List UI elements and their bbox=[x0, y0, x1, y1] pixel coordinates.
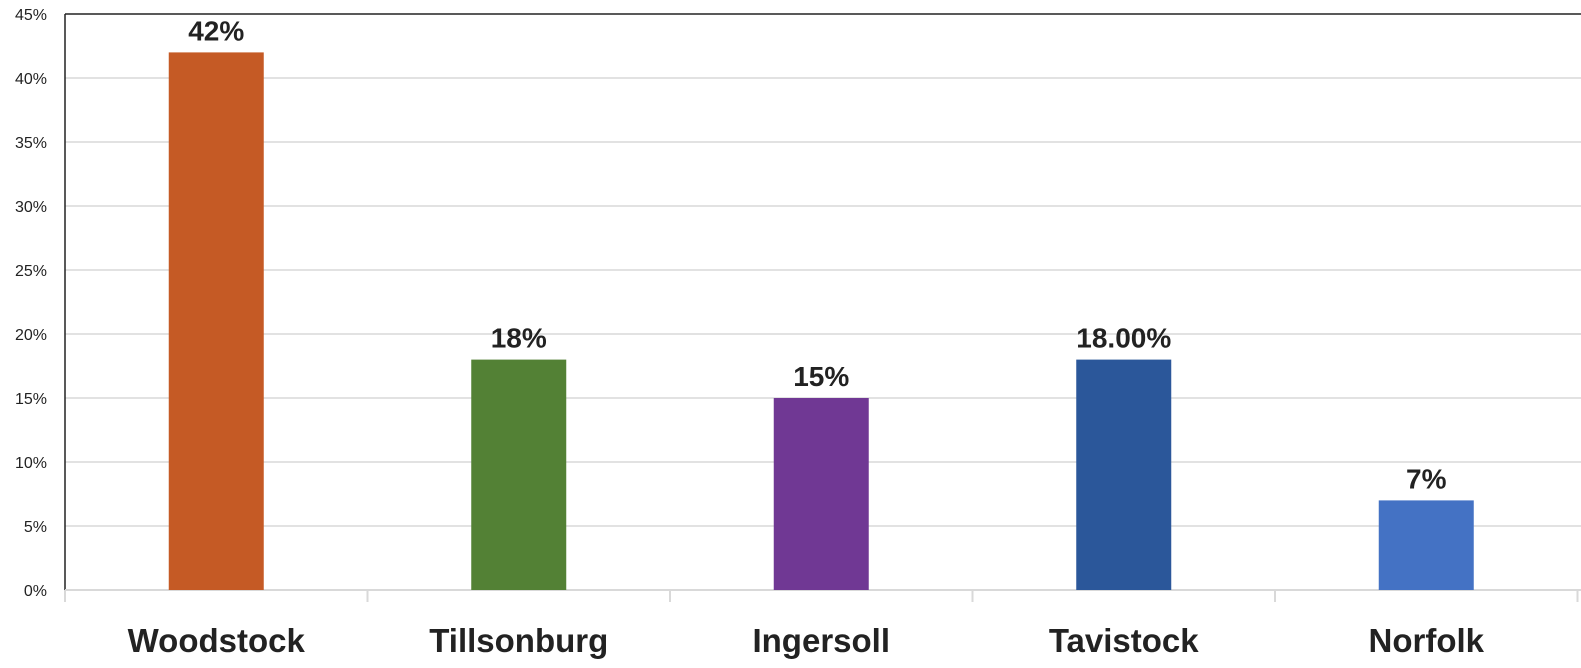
data-label: 42% bbox=[188, 15, 244, 46]
y-tick-label: 25% bbox=[15, 263, 47, 280]
y-tick-label: 45% bbox=[15, 7, 47, 24]
y-tick-label: 40% bbox=[15, 71, 47, 88]
x-axis: Woodstock Tillsonburg Ingersoll Tavistock No… bbox=[64, 589, 1581, 659]
y-tick-label: 10% bbox=[15, 455, 47, 472]
x-tick-label: Tavistock bbox=[1049, 622, 1199, 659]
bar-tavistock bbox=[1076, 359, 1172, 590]
data-labels: 42% 18% 15% 18.00% 7% bbox=[188, 15, 1446, 494]
y-tick-label: 0% bbox=[24, 583, 47, 600]
x-tick-label: Norfolk bbox=[1369, 622, 1485, 659]
bar-norfolk bbox=[1378, 500, 1474, 590]
bar-ingersoll bbox=[773, 398, 869, 590]
y-axis: 0% 5% 10% 15% 20% 25% 30% 35% 40% 45% bbox=[15, 7, 1581, 600]
bar-woodstock bbox=[168, 52, 264, 590]
bars bbox=[168, 52, 1474, 590]
y-tick-label: 30% bbox=[15, 199, 47, 216]
data-label: 7% bbox=[1406, 463, 1447, 494]
data-label: 18.00% bbox=[1076, 323, 1171, 354]
y-tick-label: 5% bbox=[24, 519, 47, 536]
data-label: 18% bbox=[491, 323, 547, 354]
data-label: 15% bbox=[793, 361, 849, 392]
y-tick-label: 15% bbox=[15, 391, 47, 408]
x-tick-label: Woodstock bbox=[128, 622, 306, 659]
x-tick-label: Ingersoll bbox=[752, 622, 890, 659]
y-tick-label: 20% bbox=[15, 327, 47, 344]
bar-tillsonburg bbox=[471, 359, 567, 590]
y-tick-label: 35% bbox=[15, 135, 47, 152]
x-tick-label: Tillsonburg bbox=[429, 622, 608, 659]
